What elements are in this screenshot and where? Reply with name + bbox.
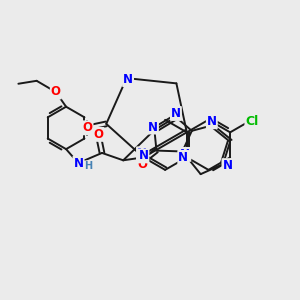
Text: O: O	[82, 121, 92, 134]
Text: N: N	[180, 148, 190, 161]
Text: Cl: Cl	[245, 115, 259, 128]
Text: N: N	[178, 151, 188, 164]
Text: O: O	[94, 128, 103, 141]
Text: N: N	[148, 121, 158, 134]
Text: N: N	[74, 157, 83, 170]
Text: O: O	[51, 85, 61, 98]
Text: N: N	[123, 73, 133, 86]
Text: N: N	[207, 115, 217, 128]
Text: N: N	[171, 107, 181, 120]
Text: H: H	[84, 161, 92, 171]
Text: O: O	[137, 158, 147, 171]
Text: N: N	[139, 149, 148, 162]
Text: N: N	[137, 147, 147, 160]
Text: N: N	[222, 159, 233, 172]
